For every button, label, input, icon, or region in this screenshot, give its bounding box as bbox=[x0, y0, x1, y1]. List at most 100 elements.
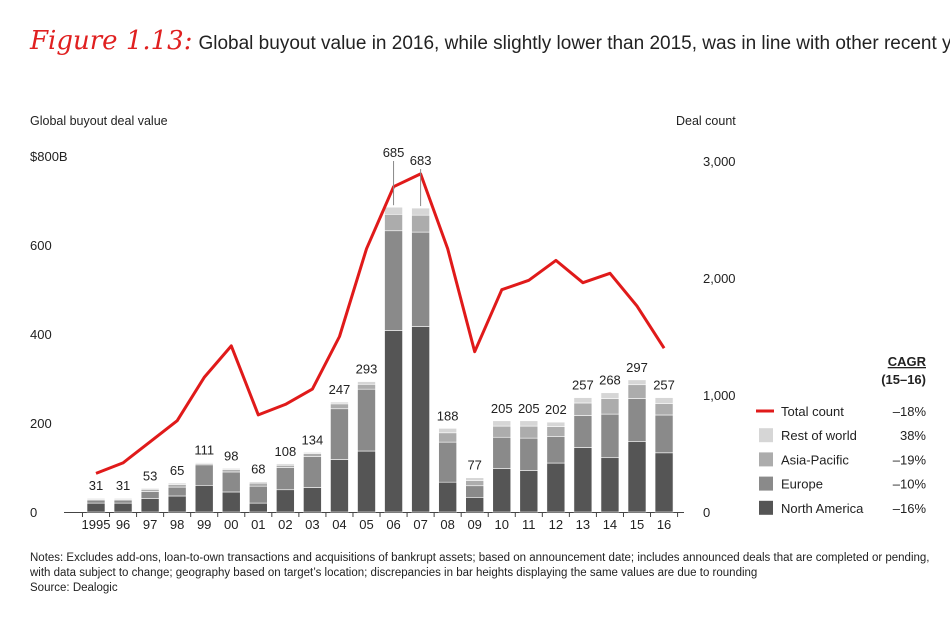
x-tick-label: 97 bbox=[143, 517, 157, 532]
bar-segment-asia-pacific bbox=[627, 384, 647, 399]
x-tick-label: 96 bbox=[116, 517, 130, 532]
bar-segment-north-america bbox=[86, 502, 106, 513]
total-value-label: 98 bbox=[224, 448, 238, 463]
bar-segment-asia-pacific bbox=[492, 425, 512, 438]
bar-segment-europe bbox=[438, 441, 457, 483]
bar-segment-asia-pacific bbox=[600, 398, 620, 415]
x-tick-label: 09 bbox=[467, 517, 481, 532]
bar-segment-europe bbox=[140, 491, 160, 499]
total-value-label: 65 bbox=[170, 463, 184, 478]
right-tick-label: 1,000 bbox=[703, 388, 736, 403]
legend-cagr-europe: –10% bbox=[893, 477, 927, 492]
x-tick-label: 06 bbox=[386, 517, 400, 532]
left-tick-label: 600 bbox=[30, 238, 52, 253]
bar-segment-north-america bbox=[384, 330, 403, 513]
x-tick-label: 10 bbox=[495, 517, 509, 532]
x-tick-label: 11 bbox=[522, 517, 536, 532]
bar-segment-europe bbox=[303, 456, 322, 488]
bar-segment-europe bbox=[411, 231, 430, 327]
figure-title-text: Global buyout value in 2016, while sligh… bbox=[198, 33, 950, 54]
bar-segment-rest-of-world bbox=[86, 497, 106, 500]
bar-segment-rest-of-world bbox=[276, 463, 295, 466]
x-tick-label: 01 bbox=[251, 517, 265, 532]
bar-segment-asia-pacific bbox=[167, 484, 187, 488]
bar-segment-asia-pacific bbox=[330, 403, 349, 410]
total-value-label: 257 bbox=[653, 378, 675, 393]
total-value-label: 53 bbox=[143, 468, 157, 483]
figure-label: Figure 1.13: bbox=[30, 26, 193, 56]
bar-segment-rest-of-world bbox=[627, 379, 647, 386]
bar-segment-rest-of-world bbox=[330, 401, 349, 405]
bar-segment-europe bbox=[221, 471, 241, 493]
bar-segment-north-america bbox=[519, 470, 539, 513]
bar-segment-asia-pacific bbox=[546, 426, 566, 437]
bar-segment-asia-pacific bbox=[411, 214, 430, 233]
bar-segment-rest-of-world bbox=[194, 462, 214, 464]
bar-segment-europe bbox=[546, 436, 566, 464]
legend-cagr-asia-pacific: –19% bbox=[893, 452, 927, 467]
bar-segment-rest-of-world bbox=[492, 420, 512, 427]
total-value-label: 683 bbox=[410, 153, 432, 168]
bar-segment-europe bbox=[276, 467, 295, 491]
legend-label-asia-pacific: Asia-Pacific bbox=[781, 452, 849, 467]
bar-segment-europe bbox=[465, 485, 485, 498]
bar-segment-north-america bbox=[113, 502, 133, 513]
bar-segment-rest-of-world bbox=[573, 397, 593, 404]
legend-label-total-count: Total count bbox=[781, 404, 844, 419]
legend-cagr-total-count: –18% bbox=[893, 404, 927, 419]
bar-segment-north-america bbox=[573, 447, 593, 513]
notes: Notes: Excludes add-ons, loan-to-own tra… bbox=[30, 551, 930, 596]
bar-segment-north-america bbox=[276, 489, 295, 513]
bar-segment-north-america bbox=[249, 502, 268, 513]
bar-segment-asia-pacific bbox=[276, 464, 295, 468]
bar-segment-rest-of-world bbox=[221, 468, 241, 471]
total-value-label: 247 bbox=[329, 382, 351, 397]
x-tick-label: 03 bbox=[305, 517, 319, 532]
bar-segment-north-america bbox=[140, 498, 160, 513]
total-value-label: 111 bbox=[194, 443, 214, 458]
bar-segment-europe bbox=[194, 464, 214, 486]
bar-segment-rest-of-world bbox=[411, 207, 430, 216]
x-tick-label: 13 bbox=[576, 517, 590, 532]
total-value-label: 293 bbox=[356, 362, 378, 377]
figure-title: Figure 1.13: Global buyout value in 2016,… bbox=[30, 26, 950, 56]
right-axis-title: Deal count bbox=[676, 114, 736, 128]
bar-segment-north-america bbox=[357, 450, 376, 513]
bar-segment-north-america bbox=[194, 484, 214, 513]
x-tick-label: 08 bbox=[440, 517, 454, 532]
bar-segment-europe bbox=[357, 388, 376, 452]
right-tick-label: 0 bbox=[703, 505, 710, 520]
bar-segment-north-america bbox=[438, 481, 457, 513]
left-axis-title: Global buyout deal value bbox=[30, 114, 168, 128]
total-value-label: 188 bbox=[437, 408, 459, 423]
bar-segment-europe bbox=[167, 486, 187, 497]
legend-cagr-north-america: –16% bbox=[893, 501, 927, 516]
bar-segment-rest-of-world bbox=[249, 481, 268, 484]
bar-segment-asia-pacific bbox=[303, 453, 322, 457]
total-value-label: 268 bbox=[599, 373, 621, 388]
left-tick-label: 0 bbox=[30, 505, 37, 520]
bar-segment-north-america bbox=[330, 459, 349, 513]
total-value-label: 108 bbox=[274, 444, 296, 459]
left-tick-label: $800B bbox=[30, 149, 68, 164]
x-tick-label: 12 bbox=[549, 517, 563, 532]
total-count-line bbox=[95, 172, 666, 475]
total-value-label: 31 bbox=[116, 478, 130, 493]
left-tick-label: 400 bbox=[30, 327, 52, 342]
x-tick-label: 14 bbox=[603, 517, 617, 532]
bar-segment-north-america bbox=[167, 495, 187, 513]
right-tick-label: 2,000 bbox=[703, 271, 736, 286]
total-value-label: 297 bbox=[626, 360, 648, 375]
x-tick-label: 07 bbox=[413, 517, 427, 532]
legend-label-rest-of-world: Rest of world bbox=[781, 428, 857, 443]
bar-segment-europe bbox=[519, 437, 539, 471]
bar-segment-europe bbox=[627, 398, 647, 442]
x-tick-label: 1995 bbox=[82, 517, 111, 532]
bar-segment-rest-of-world bbox=[167, 482, 187, 485]
bar-segment-north-america bbox=[600, 457, 620, 513]
bar-segment-rest-of-world bbox=[600, 392, 620, 399]
bar-segment-north-america bbox=[492, 468, 512, 513]
bar-segment-north-america bbox=[465, 497, 485, 513]
bar-segment-rest-of-world bbox=[654, 397, 674, 404]
